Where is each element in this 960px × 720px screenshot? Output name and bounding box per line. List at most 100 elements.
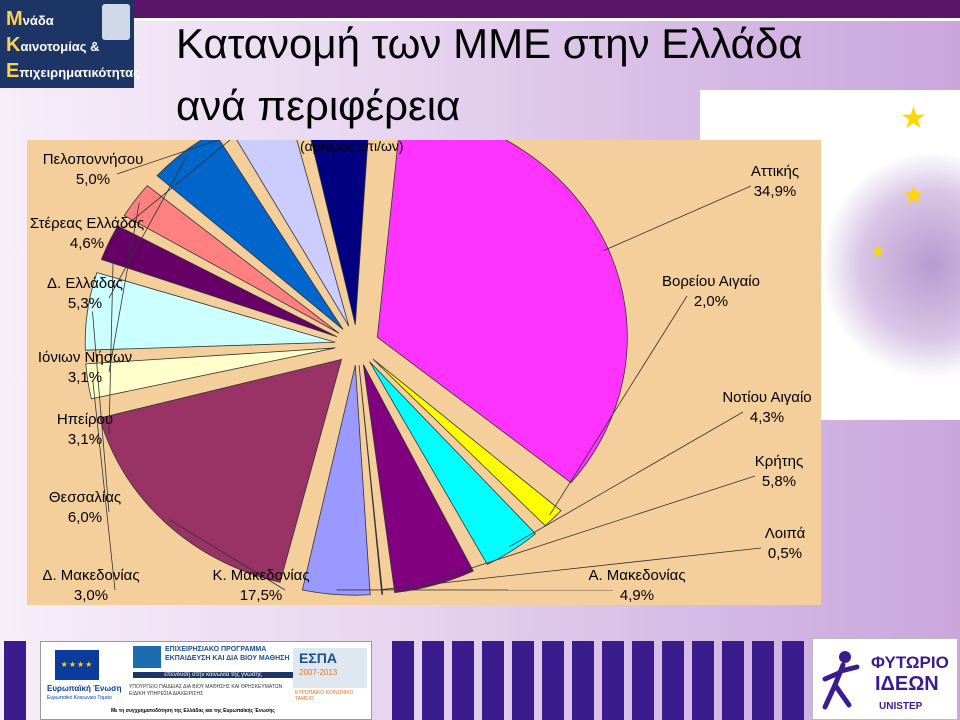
- eu-flag-icon: ★★★★: [55, 650, 99, 680]
- footer-block: [392, 641, 414, 720]
- leader-line: [603, 185, 752, 251]
- slice-label: Α. Μακεδονίας: [588, 567, 685, 584]
- leader-line: [509, 411, 744, 547]
- pie-slice: [310, 140, 369, 325]
- slice-value-label: 34,9%: [754, 183, 797, 200]
- footer-block: [662, 641, 684, 720]
- monada-logo: Μνάδα Καινοτομίας & Επιχειρηματικότητας: [0, 0, 140, 88]
- header-bar: [134, 0, 960, 18]
- espa-logo: ΕΣΠΑ 2007-2013: [293, 648, 367, 688]
- slice-value-label: 4,3%: [750, 409, 784, 426]
- footer-block: [692, 641, 714, 720]
- leader-line: [433, 475, 756, 581]
- slice-label: Λοιπά: [765, 525, 806, 542]
- logo-line-1: νάδα: [22, 13, 54, 28]
- slice-label: Ηπείρου: [57, 411, 113, 428]
- espa-years: 2007-2013: [299, 668, 338, 677]
- pie-chart-panel: Αττικής 34,9% Βορείου Αιγαίο 2,0% Νοτίου Αιγ…: [27, 140, 821, 605]
- footer-block: [482, 641, 504, 720]
- logo-figure-icon: [102, 4, 130, 40]
- pie-slice: [369, 361, 537, 566]
- slice-value-label: 5,0%: [76, 171, 110, 188]
- chart-title: (αριθμός επι/ων): [300, 138, 404, 154]
- leader-line: [92, 380, 116, 591]
- pie-slice: [100, 225, 338, 338]
- pie-slice: [99, 358, 343, 583]
- slice-label: Βορείου Αιγαίο: [662, 273, 760, 290]
- cofunding-text: Με τη συγχρηματοδότηση της Ελλάδας και τ…: [111, 708, 275, 714]
- logo-line-3: πιχειρηματικότητας: [19, 65, 140, 80]
- slice-value-label: 3,0%: [74, 587, 108, 604]
- slice-value-label: 3,1%: [68, 369, 102, 386]
- slice-value-label: 4,9%: [620, 587, 654, 604]
- slide-title-line-2: ανά περιφέρεια: [176, 82, 461, 129]
- leader-line: [549, 295, 688, 516]
- leader-line: [110, 140, 231, 239]
- slice-label: Ιόνιων Νήσων: [38, 349, 132, 366]
- footer-block: [422, 641, 444, 720]
- slice-value-label: 2,0%: [694, 293, 728, 310]
- pie-slice: [301, 365, 371, 596]
- ministry-text: ΥΠΟΥΡΓΕΙΟ ΠΑΙΔΕΙΑΣ ΔΙΑ ΒΙΟΥ ΜΑΘΗΣΗΣ ΚΑΙ …: [129, 684, 283, 697]
- slice-label: Κρήτης: [755, 453, 803, 470]
- slice-value-label: 5,3%: [68, 295, 102, 312]
- slice-label: Δ. Ελλάδας: [47, 275, 123, 292]
- footer-block: [452, 641, 474, 720]
- eu-label: Ευρωπαϊκή Ένωση: [47, 684, 122, 693]
- eu-sub-label: Ευρωπαϊκό Κοινωνικό Ταμείο: [47, 695, 112, 701]
- footer-block: [512, 641, 534, 720]
- fytorio-ideon-logo: ΦΥΤΩΡΙΟ ΙΔΕΩΝ UNISTEP: [812, 638, 958, 720]
- footer-block: [542, 641, 564, 720]
- footer-block: [4, 641, 26, 720]
- slice-label: Νοτίου Αιγαίο: [722, 389, 811, 406]
- footer-block: [752, 641, 774, 720]
- leader-line: [108, 202, 140, 373]
- star-icon: ★: [870, 241, 887, 261]
- leader-line: [116, 140, 220, 175]
- logo-line-2: αινοτομίας &: [20, 39, 100, 54]
- program-text: ΕΠΙΧΕΙΡΗΣΙΑΚΟ ΠΡΟΓΡΑΜΜΑ ΕΚΠΑΙΔΕΥΣΗ ΚΑΙ Δ…: [165, 646, 290, 662]
- funding-logos: ★★★★ Ευρωπαϊκή Ένωση Ευρωπαϊκό Κοινωνικό…: [40, 641, 372, 720]
- espa-fund: ΕΥΡΩΠΑΪΚΟ ΚΟΙΝΩΝΙΚΟ ΤΑΜΕΙΟ: [295, 690, 354, 702]
- fytorio-title: ΦΥΤΩΡΙΟ: [871, 653, 949, 672]
- footer-block: [722, 641, 744, 720]
- program-motto: επένδυση στην κοινωνία της γνώσης: [133, 672, 293, 678]
- slice-value-label: 6,0%: [68, 509, 102, 526]
- footer-block: [632, 641, 654, 720]
- leader-line: [381, 547, 762, 590]
- slice-value-label: 17,5%: [240, 587, 283, 604]
- ideon-title: ΙΔΕΩΝ: [875, 673, 939, 695]
- footer-block: [602, 641, 624, 720]
- slide-title-line-1: Κατανομή των ΜΜΕ στην Ελλάδα: [176, 20, 803, 67]
- slice-label: Θεσσαλίας: [49, 489, 121, 506]
- pie-slice: [156, 140, 344, 330]
- leader-line: [108, 155, 188, 299]
- leader-line: [108, 244, 114, 435]
- slice-value-label: 0,5%: [768, 545, 802, 562]
- slice-label: Στέρεας Ελλάδας: [30, 215, 144, 232]
- logo-initial-3: Ε: [6, 60, 20, 82]
- star-icon: ★: [902, 180, 926, 210]
- slice-value-label: 4,6%: [70, 235, 104, 252]
- program-logo-icon: [133, 646, 161, 668]
- star-icon: ★: [900, 102, 927, 135]
- header-divider: [134, 18, 960, 21]
- espa-title: ΕΣΠΑ: [299, 650, 337, 666]
- slice-label: Δ. Μακεδονίας: [42, 567, 139, 584]
- pie-slice: [123, 185, 340, 334]
- unistep-label: UNISTEP: [879, 701, 923, 712]
- slice-value-label: 5,8%: [762, 473, 796, 490]
- decorative-swoosh: [820, 150, 960, 380]
- leader-line: [92, 311, 110, 513]
- slice-label: Πελοποννήσου: [43, 151, 144, 168]
- logo-initial-1: Μ: [6, 8, 23, 30]
- footer-block: [782, 641, 804, 720]
- slice-value-label: 3,1%: [68, 431, 102, 448]
- leader-line: [168, 519, 286, 591]
- footer-block: [572, 641, 594, 720]
- pie-slice: [362, 364, 474, 594]
- runner-figure-icon: [822, 651, 860, 710]
- slice-label: Κ. Μακεδονίας: [212, 567, 309, 584]
- pie-slice: [84, 272, 336, 351]
- pie-slice: [358, 365, 384, 595]
